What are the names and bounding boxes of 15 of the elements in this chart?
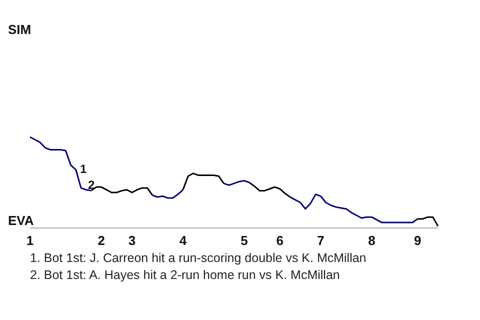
annotation: 2 xyxy=(88,178,95,193)
text: 2. Bot 1st: A. Hayes hit a 2-run home run vs K. McMillan xyxy=(30,267,341,284)
x-tick-label: 1 xyxy=(26,233,34,248)
x-tick-label: 8 xyxy=(368,233,376,248)
x-tick-label: 3 xyxy=(128,233,136,248)
text: SIM xyxy=(8,22,32,37)
annotation: 1 xyxy=(80,162,87,177)
x-tick-label: 7 xyxy=(317,233,324,248)
x-tick-label: 6 xyxy=(276,233,284,248)
x-tick-label: 4 xyxy=(179,233,188,248)
x-tick-label: 9 xyxy=(414,233,422,248)
text: 1. Bot 1st: J. Carreon hit a run-scoring double vs K. McMillan xyxy=(30,250,368,267)
x-tick-label: 2 xyxy=(98,233,106,248)
x-tick-label: 5 xyxy=(240,233,248,248)
annotation: EVA xyxy=(8,213,34,228)
